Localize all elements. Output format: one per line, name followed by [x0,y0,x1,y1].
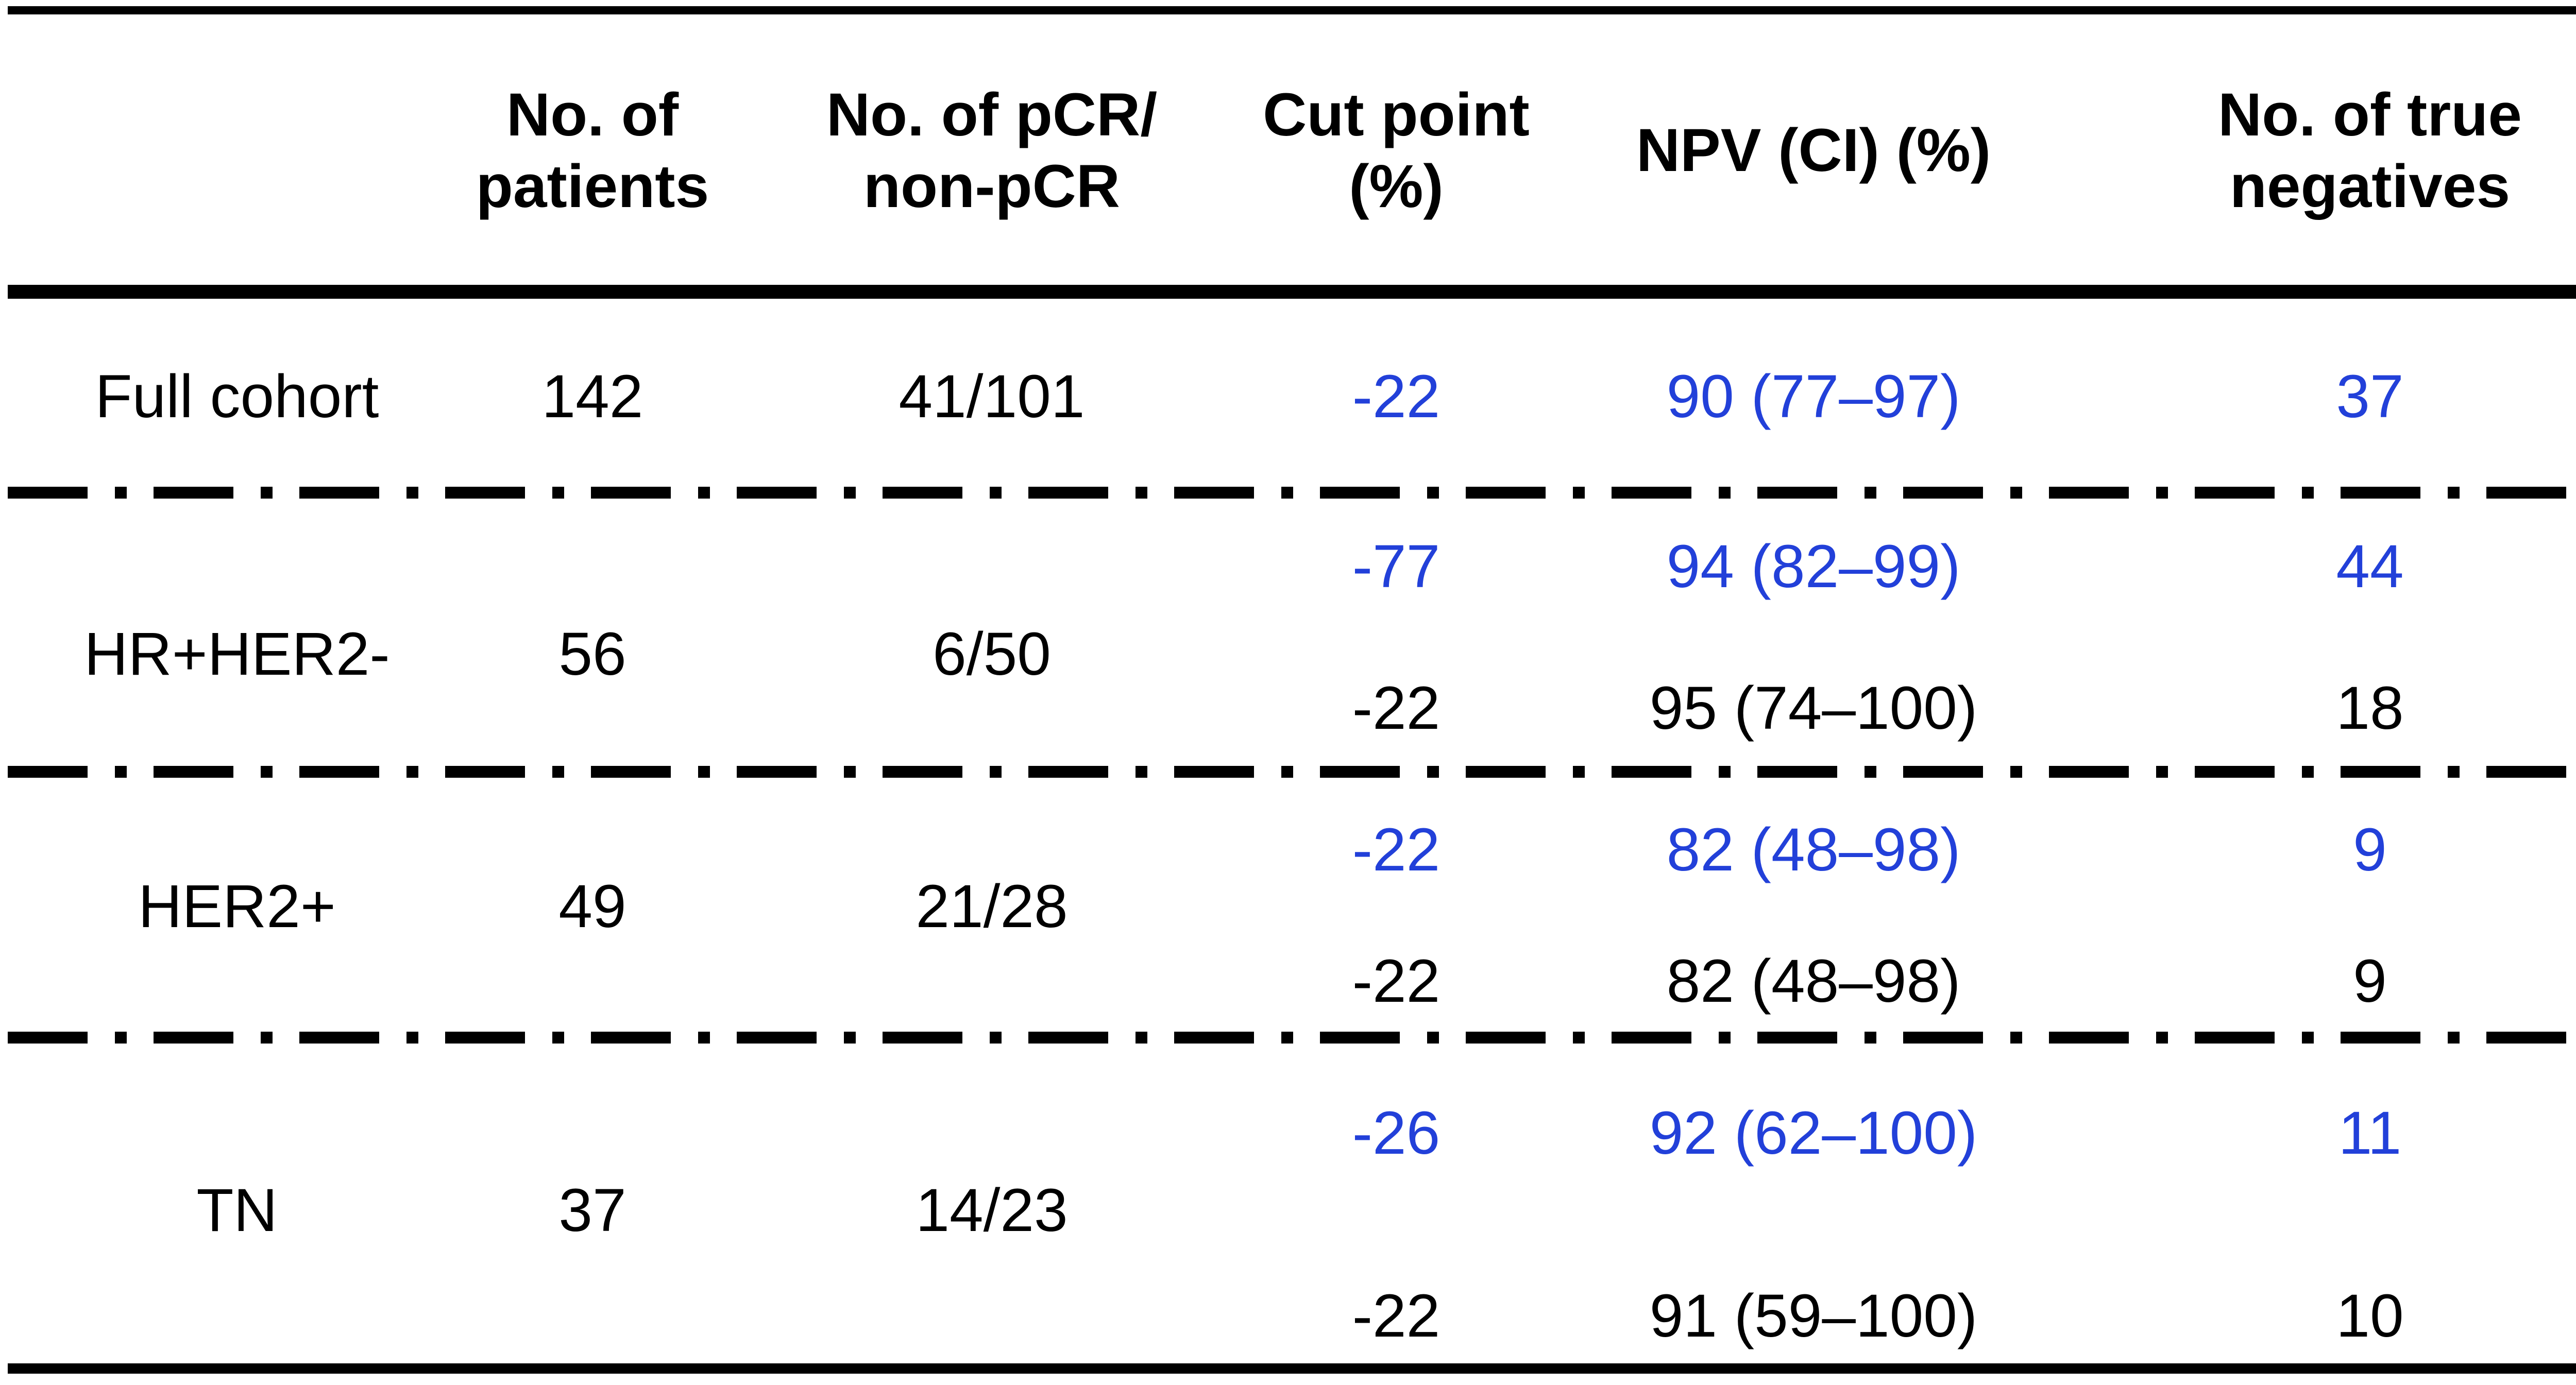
header-pcr-line1: No. of pCR/ [826,81,1158,149]
hr-her2neg-pcr-ratio: 6/50 [933,620,1051,688]
her2pos-cut-point-1: -22 [1352,816,1440,884]
hr-her2neg-patients: 56 [558,620,626,688]
header-rule [8,285,2576,299]
row-label-her2pos: HER2+ [138,873,336,941]
tn-pcr-ratio: 14/23 [916,1176,1068,1244]
hr-her2neg-npv-2: 95 (74–100) [1649,674,1978,742]
tn-npv-1: 92 (62–100) [1649,1099,1978,1167]
tn-npv-2: 91 (59–100) [1649,1282,1978,1350]
her2pos-patients: 49 [558,873,626,941]
hr-her2neg-npv-1: 94 (82–99) [1666,533,1961,601]
full-cohort-true-negatives: 37 [2336,363,2404,431]
her2pos-true-negatives-2: 9 [2353,947,2387,1015]
her2pos-true-negatives-1: 9 [2353,816,2387,884]
her2pos-pcr-ratio: 21/28 [916,873,1068,941]
header-cut-point-line2: (%) [1349,152,1444,220]
tn-cut-point-1: -26 [1352,1099,1440,1167]
full-cohort-cut-point: -22 [1352,363,1440,431]
group-separator-3 [8,1032,2576,1044]
header-true-negatives-line1: No. of true [2218,81,2522,149]
hr-her2neg-cut-point-2: -22 [1352,674,1440,742]
row-label-full-cohort: Full cohort [95,363,379,431]
top-rule [8,6,2576,14]
tn-cut-point-2: -22 [1352,1282,1440,1350]
row-label-hr-her2neg: HR+HER2- [84,620,390,688]
group-separator-1 [8,487,2576,499]
full-cohort-pcr-ratio: 41/101 [899,363,1085,431]
hr-her2neg-true-negatives-1: 44 [2336,533,2404,601]
her2pos-npv-2: 82 (48–98) [1666,947,1961,1015]
tn-patients: 37 [558,1176,626,1244]
header-no-of-patients-line1: No. of [506,81,679,149]
header-cut-point-line1: Cut point [1263,81,1530,149]
hr-her2neg-cut-point-1: -77 [1352,533,1440,601]
header-pcr-line2: non-pCR [863,152,1121,220]
header-npv: NPV (CI) (%) [1636,116,1991,184]
group-separator-2 [8,766,2576,778]
full-cohort-patients: 142 [541,363,643,431]
header-true-negatives-line2: negatives [2229,152,2511,220]
row-label-tn: TN [196,1176,278,1244]
tn-true-negatives-2: 10 [2336,1282,2404,1350]
her2pos-cut-point-2: -22 [1352,947,1440,1015]
bottom-rule [8,1363,2576,1374]
her2pos-npv-1: 82 (48–98) [1666,816,1961,884]
full-cohort-npv: 90 (77–97) [1666,363,1961,431]
tn-true-negatives-1: 11 [2338,1099,2402,1167]
hr-her2neg-true-negatives-2: 18 [2336,674,2404,742]
header-no-of-patients-line2: patients [476,152,709,220]
